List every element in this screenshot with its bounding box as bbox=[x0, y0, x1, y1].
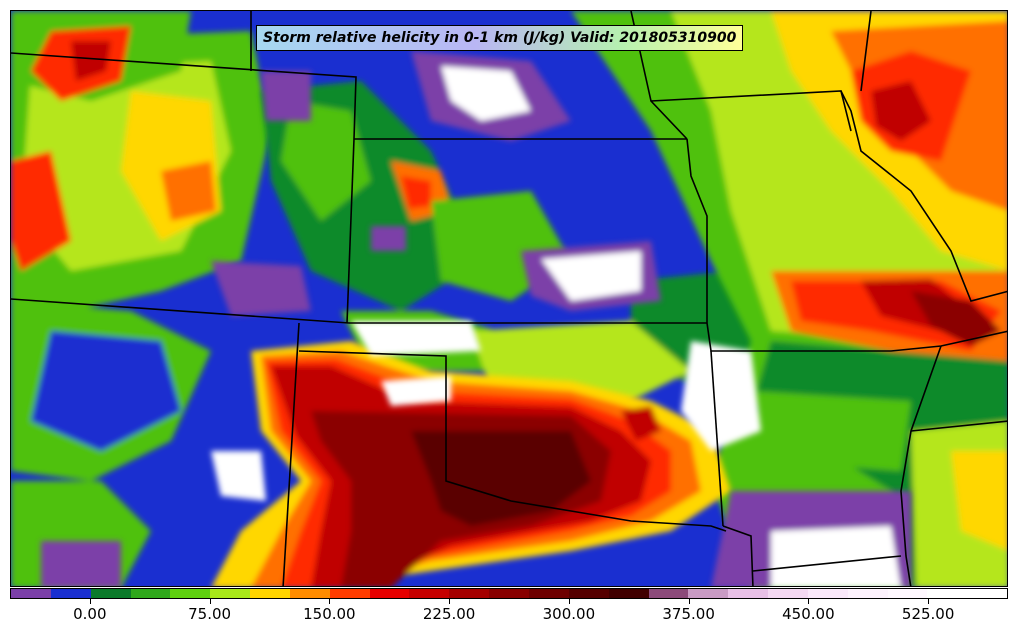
colorbar-tick bbox=[449, 599, 451, 604]
colorbar-segment bbox=[528, 589, 569, 598]
colorbar-tick-label: 150.00 bbox=[303, 605, 356, 623]
low-and-extreme-patches bbox=[41, 51, 911, 586]
colorbar-segment bbox=[369, 589, 410, 598]
colorbar-segment bbox=[967, 589, 1008, 598]
colorbar-tick bbox=[209, 599, 211, 604]
colorbar-tick-label: 375.00 bbox=[662, 605, 715, 623]
colorbar-tick bbox=[928, 599, 930, 604]
colorbar-segment bbox=[289, 589, 330, 598]
colorbar-tick bbox=[808, 599, 810, 604]
colorbar-segment bbox=[130, 589, 171, 598]
colorbar-segment bbox=[648, 589, 689, 598]
colorbar-tick bbox=[89, 599, 91, 604]
helicity-field-map bbox=[11, 11, 1007, 586]
western-terrain-field bbox=[11, 11, 271, 586]
colorbar-segment bbox=[50, 589, 91, 598]
map-title: Storm relative helicity in 0-1 km (J/kg)… bbox=[256, 25, 744, 51]
colorbar-tick-label: 300.00 bbox=[542, 605, 596, 623]
colorbar-segment bbox=[210, 589, 251, 598]
colorbar-segment bbox=[11, 589, 51, 598]
colorbar-segment bbox=[847, 589, 888, 598]
colorbar-segment bbox=[170, 589, 211, 598]
colorbar-tick-label: 525.00 bbox=[901, 605, 955, 623]
map-panel: Storm relative helicity in 0-1 km (J/kg)… bbox=[10, 10, 1008, 587]
colorbar-tick-label: 450.00 bbox=[782, 605, 835, 623]
colorbar-tick-label: 0.00 bbox=[73, 605, 107, 623]
state-boundaries bbox=[11, 11, 1007, 586]
colorbar-tick bbox=[688, 599, 690, 604]
colorbar bbox=[10, 588, 1008, 599]
colorbar-tick-label: 225.00 bbox=[422, 605, 476, 623]
colorbar-segment bbox=[887, 589, 928, 598]
colorbar-tick-label: 75.00 bbox=[188, 605, 232, 623]
colorbar-segment bbox=[90, 589, 131, 598]
colorbar-segment bbox=[449, 589, 490, 598]
colorbar-segment bbox=[250, 589, 290, 598]
high-helicity-core bbox=[212, 341, 731, 586]
colorbar-ticks: 0.00 75.00 150.00 225.00 300.00 375.00 450.00 5… bbox=[10, 599, 1008, 629]
colorbar-segment bbox=[329, 589, 370, 598]
colorbar-segment bbox=[807, 589, 848, 598]
colorbar-segment bbox=[728, 589, 769, 598]
eastern-field bbox=[571, 11, 1007, 586]
colorbar-segment bbox=[688, 589, 729, 598]
colorbar-segment bbox=[489, 589, 529, 598]
colorbar-segment bbox=[768, 589, 808, 598]
colorbar-segment bbox=[409, 589, 450, 598]
colorbar-tick bbox=[329, 599, 331, 604]
colorbar-segment bbox=[927, 589, 968, 598]
colorbar-segment bbox=[608, 589, 649, 598]
colorbar-segment bbox=[568, 589, 609, 598]
colorbar-tick bbox=[568, 599, 570, 604]
